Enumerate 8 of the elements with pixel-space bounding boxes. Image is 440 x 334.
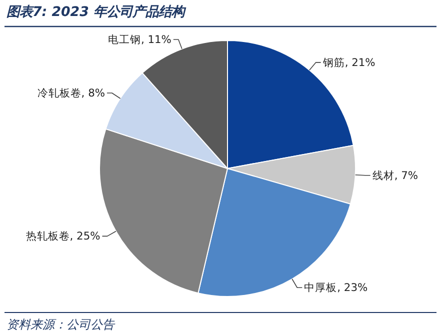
slice-label: 冷轧板卷, 8% xyxy=(37,86,105,100)
slice-label: 电工钢, 11% xyxy=(108,33,172,46)
text: 资料来源：公司公告 xyxy=(6,318,116,332)
slice-label: 中厚板, 23% xyxy=(304,281,368,294)
chart-title: 图表7: 2023 年公司产品结构 xyxy=(6,4,186,20)
slice-label: 热轧板卷, 25% xyxy=(26,230,100,243)
slice-label: 钢筋, 21% xyxy=(322,56,376,69)
slice-label: 线材, 7% xyxy=(372,168,418,182)
